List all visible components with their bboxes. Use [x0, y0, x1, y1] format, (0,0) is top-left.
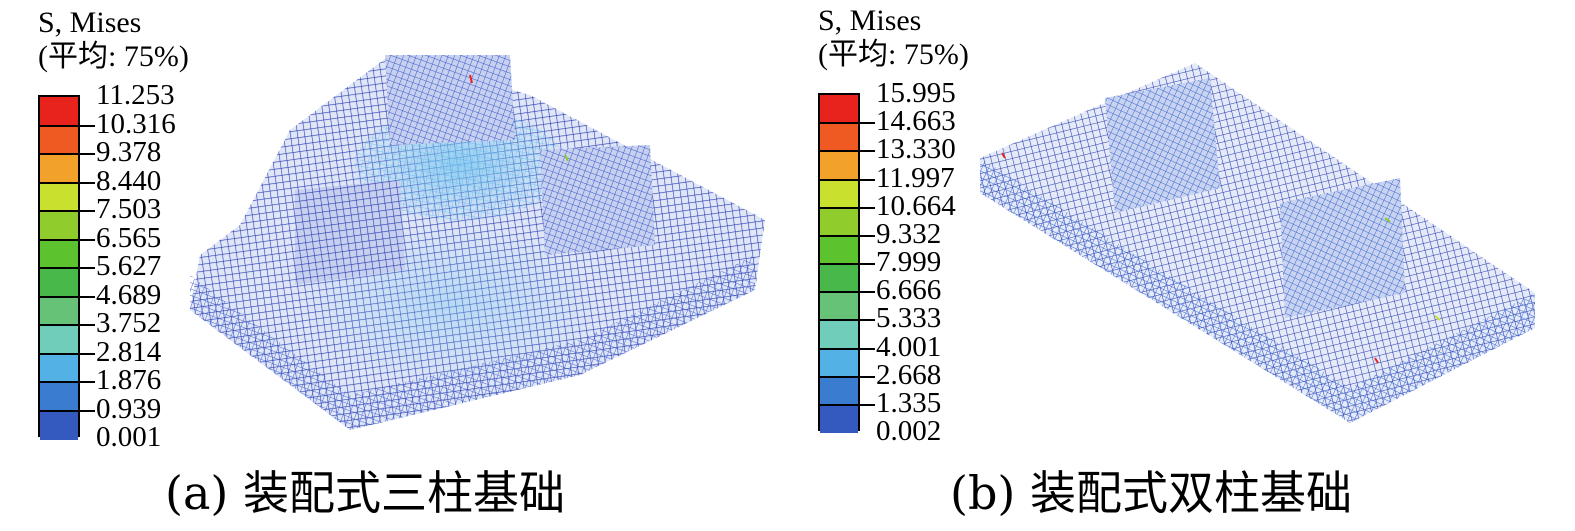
legend-color-band — [820, 95, 858, 124]
legend-tick — [820, 206, 875, 209]
legend-value-label: 9.332 — [876, 217, 942, 250]
stress-contour-mesh-three-column — [190, 55, 765, 430]
legend-tick — [820, 178, 875, 181]
legend-color-band — [40, 239, 78, 269]
legend-tick — [820, 291, 875, 294]
color-legend-bar — [818, 93, 875, 434]
legend-color-band — [40, 125, 78, 155]
legend-title: S, Mises (平均: 75%) — [38, 6, 189, 74]
legend-color-band — [820, 151, 858, 180]
legend-title: S, Mises (平均: 75%) — [818, 4, 969, 72]
legend-value-label: 1.335 — [876, 386, 942, 419]
legend-value-label: 0.939 — [96, 392, 162, 425]
legend-tick — [40, 381, 95, 383]
legend-value-label: 4.001 — [876, 330, 942, 363]
legend-color-band — [820, 123, 858, 152]
legend-tick — [40, 267, 95, 269]
legend-color-band — [40, 268, 78, 297]
legend-tick — [40, 153, 95, 155]
legend-color-band — [820, 320, 858, 349]
legend-tick — [820, 319, 875, 322]
legend-color-band — [820, 235, 858, 265]
legend-value-label: 5.627 — [96, 250, 162, 282]
legend-value-label: 0.002 — [876, 415, 942, 447]
legend-title-line2: (平均: 75%) — [38, 40, 189, 73]
legend-tick — [40, 324, 95, 326]
legend-tick — [40, 295, 95, 298]
legend-color-band — [40, 410, 78, 440]
legend-value-label: 5.333 — [876, 302, 942, 335]
legend-value-label: 8.440 — [96, 164, 162, 197]
legend-color-band — [40, 97, 78, 126]
stress-contour-mesh-two-column — [980, 63, 1535, 423]
legend-value-label: 0.001 — [96, 421, 162, 453]
legend-color-band — [820, 207, 858, 237]
legend-tick — [40, 238, 95, 241]
legend-value-label: 10.316 — [96, 107, 176, 140]
legend-value-label: 15.995 — [876, 77, 956, 109]
legend-tick — [40, 124, 95, 127]
legend-tick — [820, 122, 875, 125]
legend-tick — [820, 403, 875, 406]
legend-color-band — [40, 353, 78, 383]
legend-tick — [820, 375, 875, 378]
figure-caption: (b) 装配式双柱基础 — [950, 466, 1352, 520]
legend-value-label: 3.752 — [96, 307, 162, 339]
legend-value-label: 14.663 — [876, 105, 956, 138]
legend-value-label: 11.997 — [876, 161, 955, 194]
legend-value-label: 6.666 — [876, 274, 942, 307]
legend-title-line2: (平均: 75%) — [818, 38, 969, 71]
legend-color-band — [820, 376, 858, 406]
legend-value-label: 9.378 — [96, 136, 162, 168]
legend-value-label: 13.330 — [876, 133, 956, 166]
figure-caption: (a) 装配式三柱基础 — [165, 466, 565, 520]
legend-value-label: 6.565 — [96, 221, 162, 254]
color-legend-bar — [38, 95, 95, 440]
legend-tick — [40, 352, 95, 355]
legend-title-line1: S, Mises — [818, 4, 922, 37]
panel-two-column-foundation: S, Mises (平均: 75%) 15.995 14.663 13.330 11.… — [790, 0, 1575, 531]
legend-value-label: 4.689 — [96, 278, 162, 311]
legend-color-band — [40, 325, 78, 354]
legend-color-band — [40, 296, 78, 326]
legend-color-band — [40, 154, 78, 183]
legend-value-label: 7.999 — [876, 246, 942, 278]
legend-tick — [820, 263, 875, 265]
legend-value-label: 1.876 — [96, 364, 162, 396]
legend-color-band — [40, 182, 78, 212]
legend-color-band — [40, 382, 78, 411]
legend-color-band — [820, 179, 858, 209]
legend-color-band — [820, 348, 858, 378]
legend-color-band — [820, 264, 858, 293]
legend-title-line1: S, Mises — [38, 6, 142, 39]
legend-tick — [40, 210, 95, 212]
legend-tick — [40, 409, 95, 412]
legend-value-label: 7.503 — [96, 193, 162, 225]
legend-color-band — [40, 211, 78, 240]
legend-value-label: 2.814 — [96, 335, 162, 368]
legend-color-band — [820, 292, 858, 321]
legend-value-label: 10.664 — [876, 189, 956, 222]
legend-tick — [820, 347, 875, 350]
legend-tick — [820, 150, 875, 153]
legend-value-label: 11.253 — [96, 79, 175, 111]
legend-value-label: 2.668 — [876, 358, 942, 391]
legend-tick — [820, 234, 875, 237]
legend-color-band — [820, 404, 858, 434]
legend-tick — [40, 181, 95, 184]
panel-three-column-foundation: S, Mises (平均: 75%) 11.253 10.316 9.378 8.44… — [38, 6, 765, 520]
